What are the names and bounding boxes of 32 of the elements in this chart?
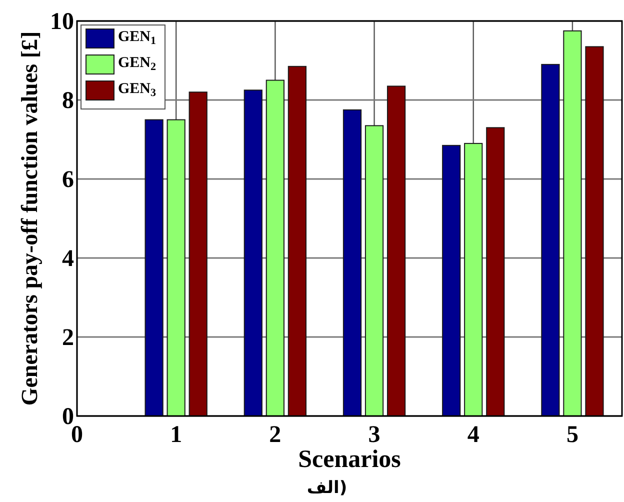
x-tick-label: 3: [368, 422, 380, 448]
bar: [386, 86, 406, 416]
y-tick-label: 6: [62, 167, 74, 193]
bar: [541, 64, 560, 416]
bar: [342, 109, 362, 416]
bar: [464, 142, 483, 416]
x-tick-label: 2: [269, 422, 282, 448]
text: الف): [306, 478, 348, 498]
y-tick-label: 8: [62, 88, 74, 114]
bar: [144, 119, 164, 416]
legend-label: GEN$_{1}$: [118, 29, 156, 48]
bar: [563, 30, 582, 416]
x-tick-label: 5: [566, 422, 578, 448]
bar: [442, 144, 461, 416]
bar: [364, 125, 384, 416]
y-axis-title: Generators pay-off function values [£]: [17, 31, 42, 406]
bar: [188, 92, 208, 416]
bar: [244, 90, 262, 416]
x-tick-label: 4: [467, 422, 480, 448]
x-tick-label: 1: [170, 422, 182, 448]
bar: [585, 46, 604, 416]
bar: [166, 119, 186, 416]
bar: [288, 66, 307, 416]
legend-label: GEN$_{3}$: [118, 81, 157, 100]
y-tick-label: 0: [62, 404, 74, 430]
y-tick-label: 10: [50, 9, 74, 35]
legend-label: GEN$_{2}$: [118, 55, 157, 74]
bar: [486, 127, 505, 416]
x-axis-title: Scenarios: [298, 446, 402, 473]
y-tick-label: 4: [62, 246, 74, 272]
bar: [266, 80, 284, 416]
y-tick-label: 2: [62, 325, 74, 351]
